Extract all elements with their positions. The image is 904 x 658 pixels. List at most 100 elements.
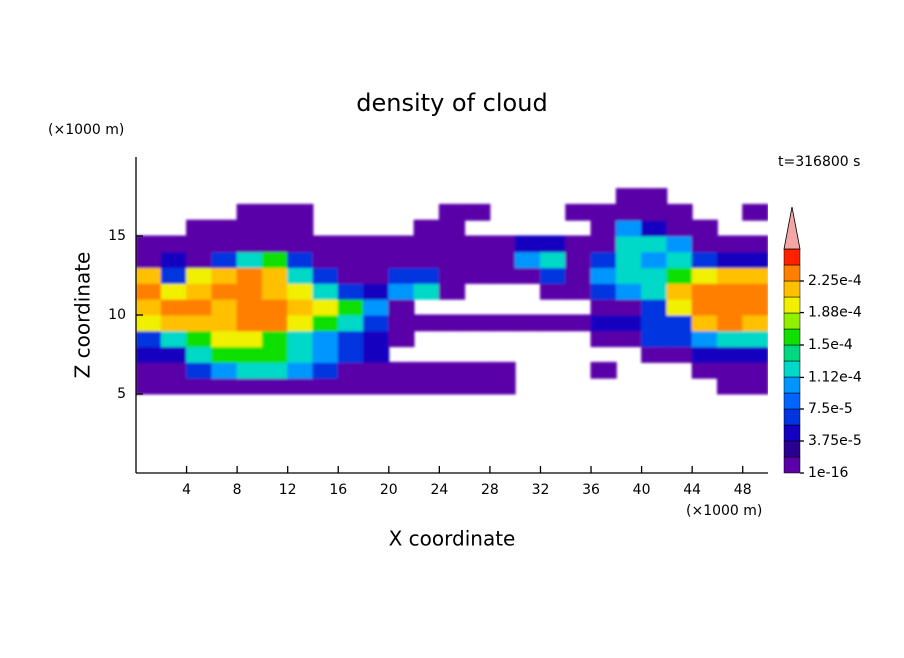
contour-cell [514,235,541,253]
contour-cell [489,314,516,332]
chart-title: density of cloud [356,89,547,117]
x-tick-label: 4 [182,482,191,498]
contour-cell [615,267,643,284]
contour-cell [236,267,263,284]
contour-cell [312,235,339,253]
contour-cell [211,235,238,253]
contour-cell [261,235,289,253]
y-axis-label: Z coordinate [71,252,95,379]
contour-cell [236,314,263,332]
contour-cell [186,330,213,348]
contour-cell [136,330,162,348]
contour-cell [641,267,668,284]
contour-cell [615,314,643,332]
contour-cell [590,203,617,221]
contour-cell [211,346,238,363]
contour-cell [261,282,289,300]
contour-cell [136,251,162,269]
contour-cell [136,377,162,395]
contour-cell [716,330,744,348]
contour-cell [489,377,516,395]
contour-cell [236,251,263,269]
contour-cell [615,251,643,269]
contour-cell [388,282,415,300]
contour-cell [160,235,188,253]
contour-cell [438,361,466,379]
contour-cell [211,267,238,284]
contour-cell [236,377,263,395]
contour-cell [388,377,415,395]
contour-cell [514,314,541,332]
contour-cell [287,298,314,316]
contour-cell [716,235,744,253]
contour-cell [211,314,238,332]
contour-cell [691,219,718,237]
contour-cell [691,282,718,300]
contour-cell [438,203,466,221]
contour-cell [691,346,718,363]
contour-cell [489,361,516,379]
colorbar-band [783,280,801,298]
contour-cell [716,298,744,316]
contour-cell [691,330,718,348]
contour-cell [590,282,617,300]
contour-cell [160,346,188,363]
contour-cell [590,298,617,316]
contour-cell [539,314,567,332]
contour-cell [312,298,339,316]
contour-cell [615,298,643,316]
contour-cell [413,251,440,269]
contour-cell [641,251,668,269]
contour-cell [590,314,617,332]
x-tick-label: 44 [683,482,701,498]
contour-cell [464,235,491,253]
contour-cell [666,330,693,348]
colorbar-band [783,376,801,394]
contour-cell [261,203,289,221]
contour-cell [742,361,768,379]
contour-cell [160,330,188,348]
contour-cell [186,361,213,379]
contour-cell [691,314,718,332]
contour-cell [287,346,314,363]
contour-cell [337,282,365,300]
contour-cell [261,251,289,269]
contour-cell [211,361,238,379]
contour-cell [337,346,365,363]
contour-cell [186,298,213,316]
contour-cell [287,267,314,284]
contour-cell [742,251,768,269]
contour-cell [742,346,768,363]
contour-cell [742,298,768,316]
colorbar-band [783,360,801,378]
contour-cell [136,346,162,363]
contour-cell [186,267,213,284]
contour-cell [261,346,289,363]
contour-cell [136,282,162,300]
contour-cell [136,361,162,379]
contour-cell [363,298,390,316]
contour-cell [186,251,213,269]
contour-cell [363,361,390,379]
contour-cell [363,346,390,363]
contour-cell [160,298,188,316]
contour-cell [236,361,263,379]
contour-cell [337,377,365,395]
contour-cell [438,314,466,332]
contour-cell [287,251,314,269]
x-tick-label: 48 [734,482,752,498]
contour-cell [287,235,314,253]
contour-cell [413,219,440,237]
contour-cell [287,314,314,332]
contour-cell [641,298,668,316]
contour-cell [337,251,365,269]
contour-cell [641,346,668,363]
contour-cell [287,282,314,300]
contour-cell [615,282,643,300]
contour-cell [413,267,440,284]
contour-cell [236,330,263,348]
contour-cell [666,251,693,269]
contour-cell [615,219,643,237]
contour-cell [641,282,668,300]
colorbar-tick-label: 1.12e-4 [808,369,862,385]
